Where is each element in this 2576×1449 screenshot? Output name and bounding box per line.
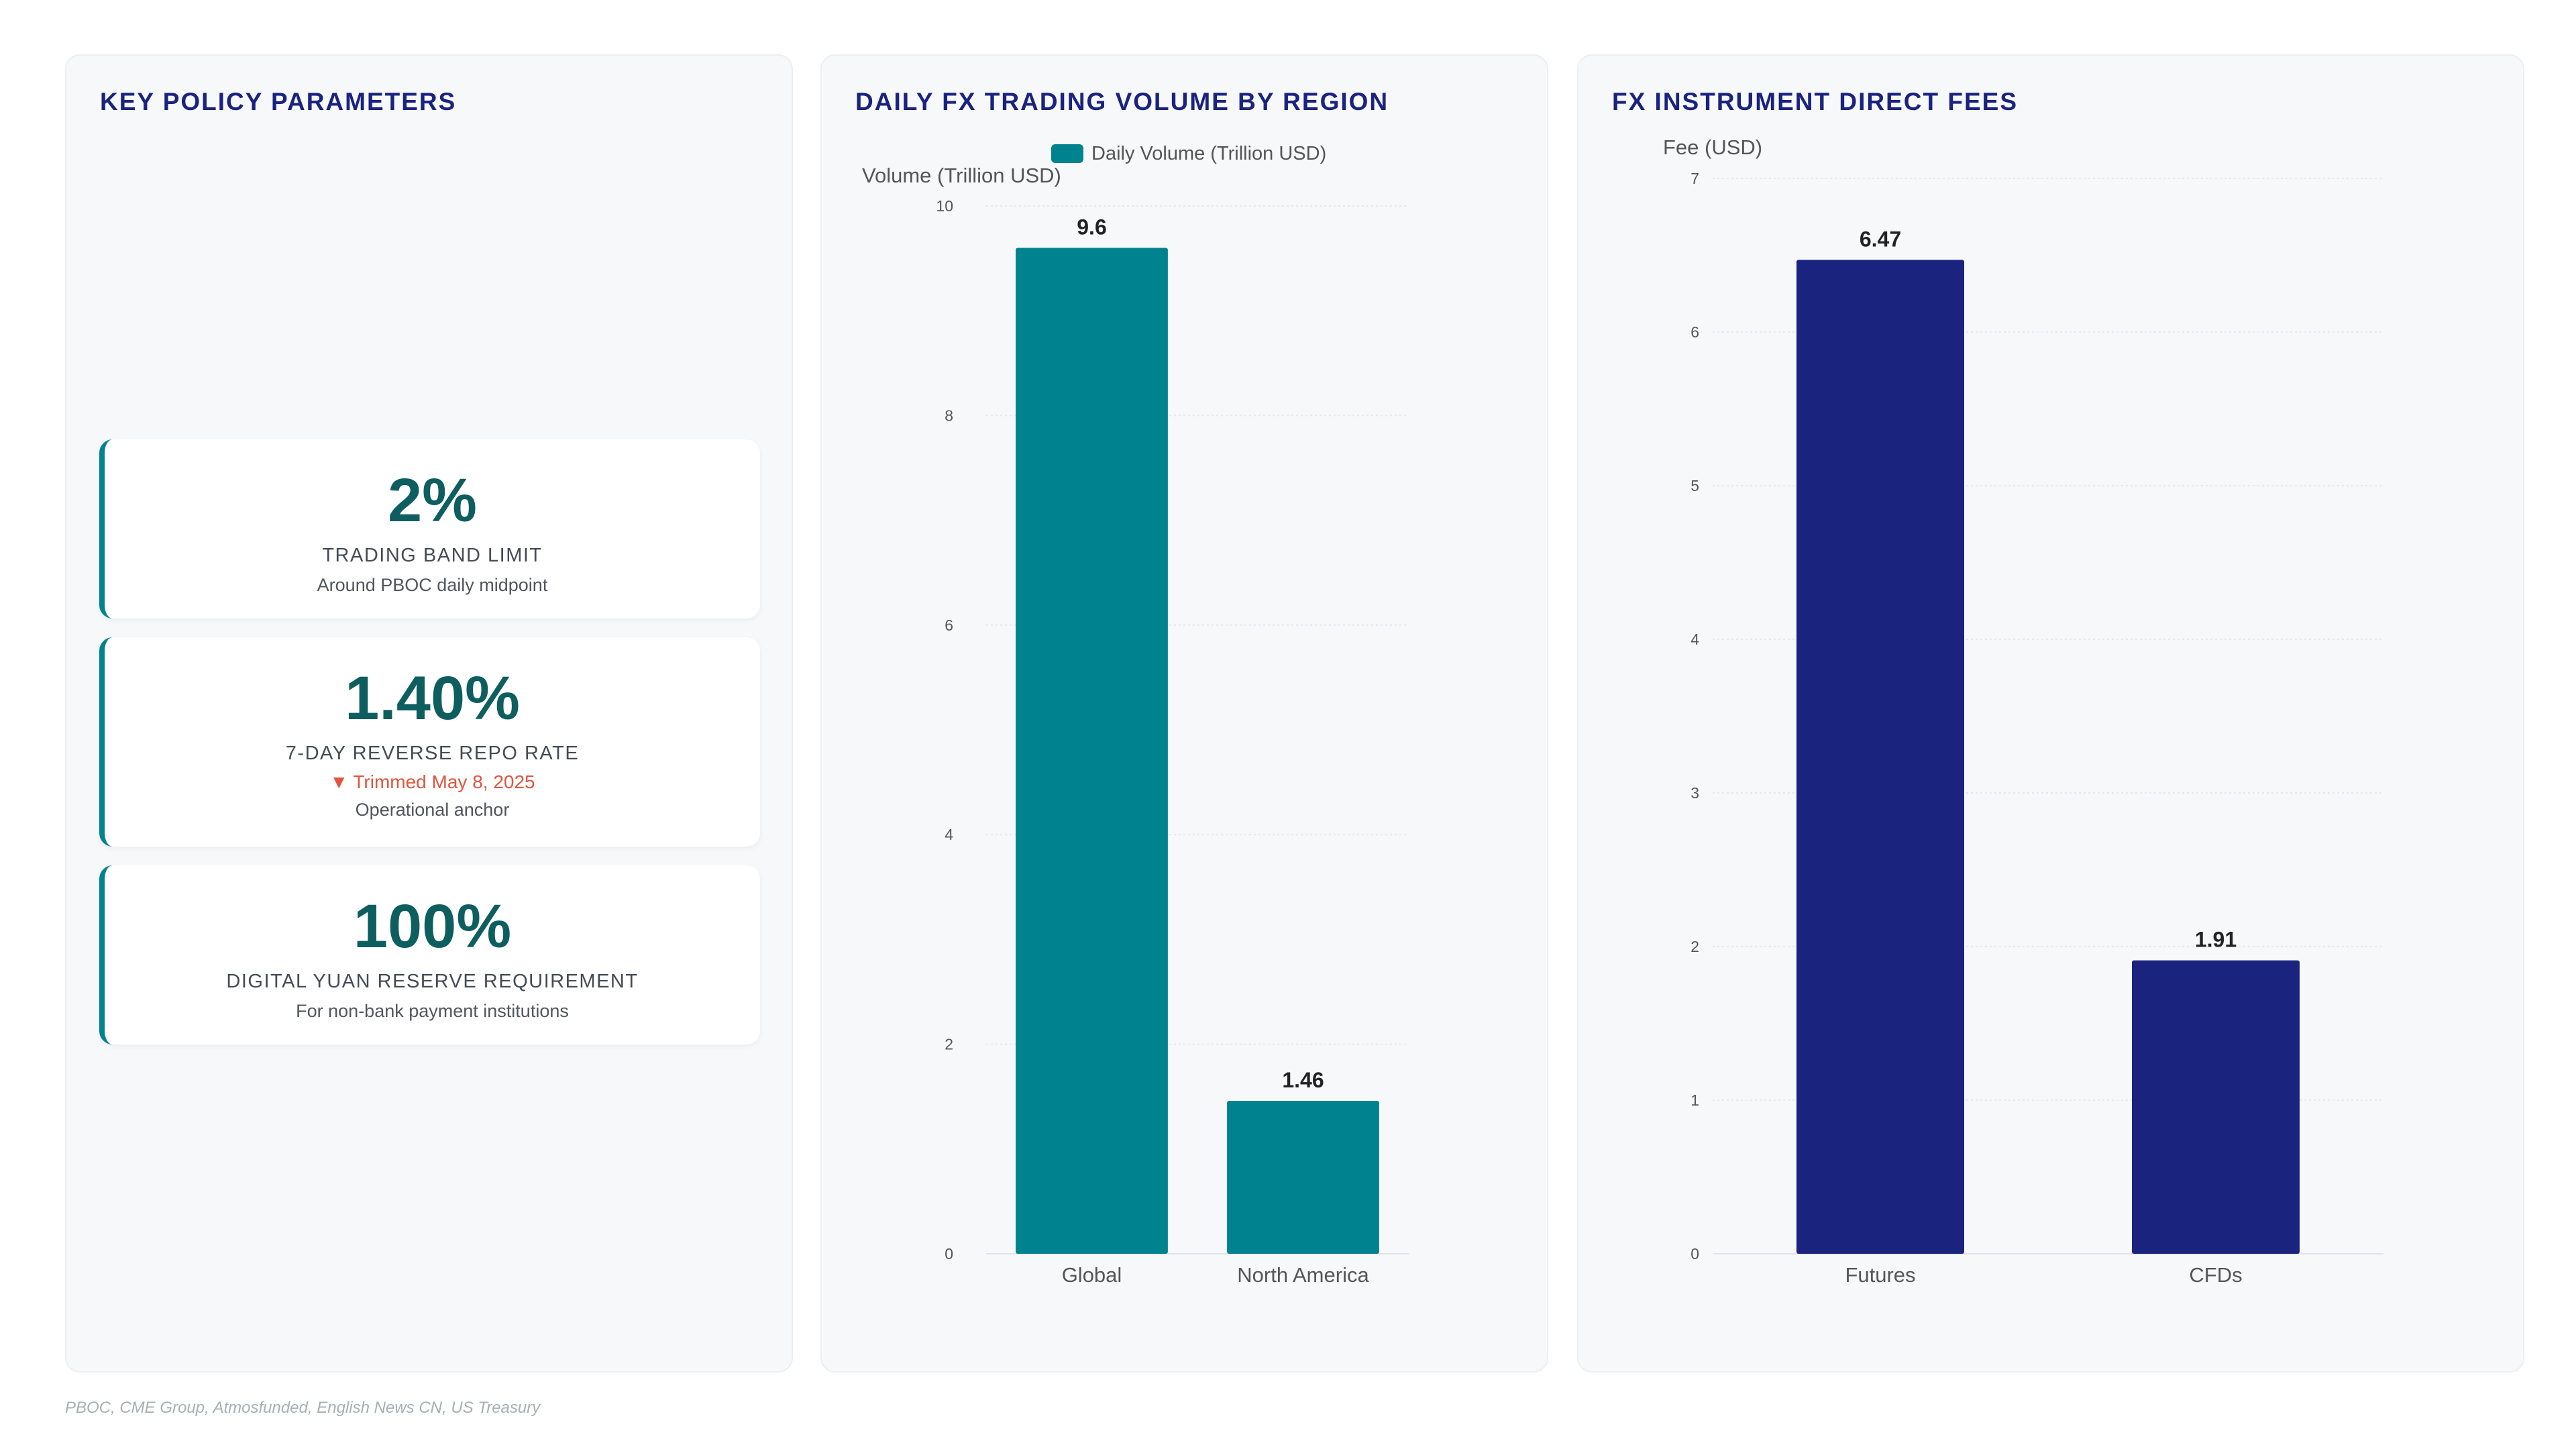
- kpi-label: TRADING BAND LIMIT: [322, 545, 543, 566]
- data-label: 1.46: [1282, 1068, 1324, 1092]
- x-category-label: CFDs: [2189, 1263, 2242, 1287]
- fx-volume-panel: DAILY FX TRADING VOLUME BY REGION 0 2 4 6 8 1…: [820, 54, 1548, 1373]
- x-category-label: Futures: [1845, 1263, 1915, 1287]
- bar: [2132, 960, 2300, 1254]
- legend-swatch: [1051, 144, 1083, 163]
- bar: [1796, 260, 1964, 1254]
- source-note: PBOC, CME Group, Atmosfunded, English Ne…: [65, 1399, 541, 1417]
- y-axis-title: Fee (USD): [1663, 136, 1762, 159]
- y-tick-label: 5: [1690, 477, 1699, 494]
- chart-title: FX INSTRUMENT DIRECT FEES: [1612, 88, 2019, 115]
- fx-fees-chart: 0 1 2 3 4 5 6 7 Fee (USD) 6.47 Futures 1.91 CFDs: [1663, 136, 2383, 1287]
- data-label: 9.6: [1077, 215, 1106, 239]
- y-axis-title: Volume (Trillion USD): [862, 164, 1061, 187]
- kpi-value: 2%: [388, 466, 477, 535]
- y-tick-label: 0: [945, 1245, 953, 1263]
- fx-fees-panel: FX INSTRUMENT DIRECT FEES 0 1 2 3 4 5 6 7 Fee (U…: [1577, 54, 2524, 1373]
- kpi-note: For non-bank payment institutions: [296, 1001, 569, 1021]
- panel-title: KEY POLICY PARAMETERS: [100, 88, 457, 115]
- y-tick-label: 8: [945, 407, 953, 424]
- kpi-label: 7-DAY REVERSE REPO RATE: [285, 743, 580, 764]
- data-label: 6.47: [1860, 227, 1901, 251]
- x-category-label: North America: [1237, 1263, 1369, 1287]
- y-tick-label: 6: [1690, 323, 1699, 341]
- y-tick-label: 10: [936, 197, 953, 215]
- y-tick-label: 2: [1690, 938, 1699, 955]
- chart-title: DAILY FX TRADING VOLUME BY REGION: [855, 88, 1389, 115]
- fx-volume-chart: 0 2 4 6 8 10 Volume (Trillion USD) Daily Volume…: [862, 143, 1409, 1287]
- y-tick-label: 1: [1690, 1091, 1699, 1109]
- kpi-card-digital-yuan-reserve: 100% DIGITAL YUAN RESERVE REQUIREMENT Fo…: [99, 865, 760, 1044]
- kpi-note: Operational anchor: [355, 800, 510, 820]
- bar: [1016, 248, 1168, 1254]
- legend-label: Daily Volume (Trillion USD): [1091, 143, 1326, 164]
- bar: [1227, 1100, 1379, 1254]
- y-tick-label: 2: [945, 1036, 953, 1053]
- kpi-card-repo-rate: 1.40% 7-DAY REVERSE REPO RATE ▼ Trimmed …: [99, 637, 760, 847]
- x-category-label: Global: [1062, 1263, 1122, 1287]
- chart-legend: Daily Volume (Trillion USD): [1051, 143, 1326, 164]
- y-tick-label: 7: [1690, 170, 1699, 187]
- kpi-card-trading-band: 2% TRADING BAND LIMIT Around PBOC daily …: [99, 439, 760, 619]
- y-tick-label: 4: [1690, 631, 1699, 648]
- y-tick-label: 3: [1690, 784, 1699, 802]
- data-label: 1.91: [2195, 928, 2237, 952]
- key-policy-panel: KEY POLICY PARAMETERS 2% TRADING BAND LI…: [65, 54, 793, 1373]
- kpi-note: Around PBOC daily midpoint: [317, 575, 548, 595]
- kpi-change-indicator: ▼ Trimmed May 8, 2025: [329, 771, 535, 792]
- y-tick-label: 6: [945, 616, 953, 634]
- kpi-value: 100%: [353, 892, 512, 961]
- kpi-value: 1.40%: [345, 664, 520, 733]
- y-tick-label: 4: [945, 826, 953, 843]
- kpi-label: DIGITAL YUAN RESERVE REQUIREMENT: [226, 971, 639, 992]
- y-tick-label: 0: [1690, 1245, 1699, 1263]
